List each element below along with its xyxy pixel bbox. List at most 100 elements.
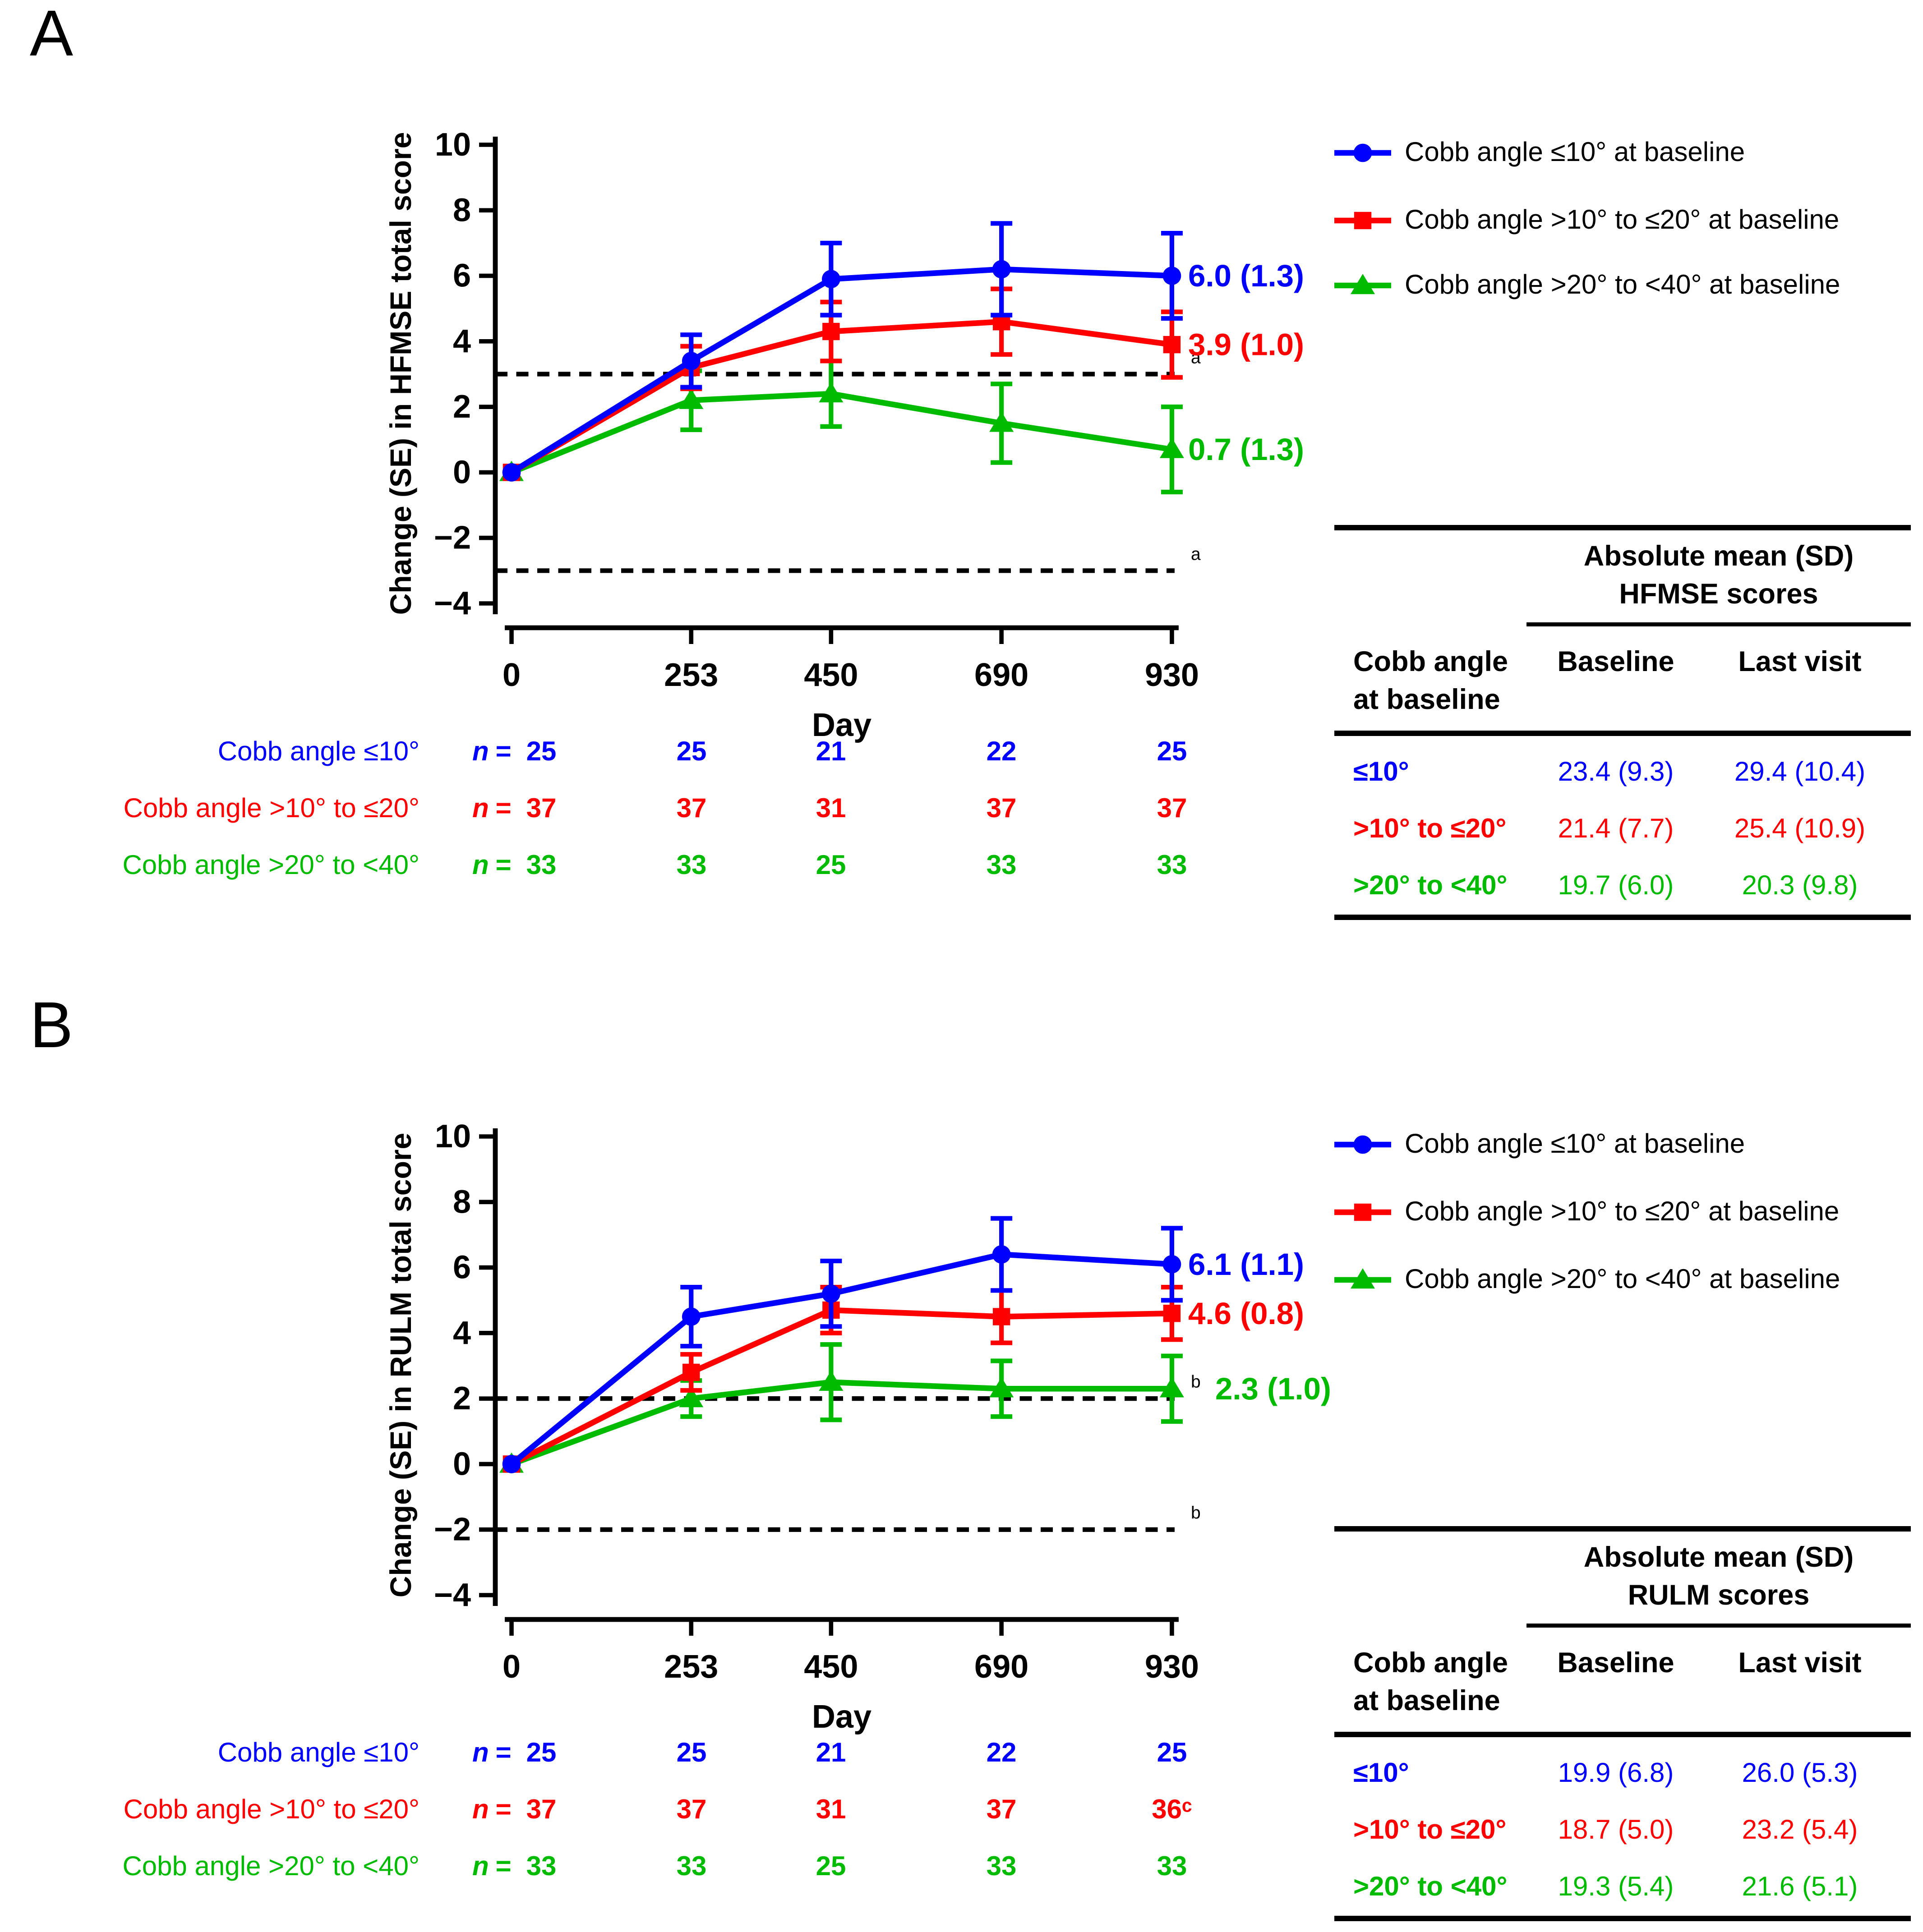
table-cell: 23.4 (9.3) — [1558, 758, 1674, 787]
svg-text:690: 690 — [974, 1649, 1028, 1685]
table-row-label: >10° to ≤20° — [1353, 1816, 1507, 1845]
n-count-row: Cobb angle >10° to ≤20° n = 37 37 31 37 3… — [0, 1793, 1923, 1828]
svg-text:2: 2 — [453, 389, 471, 425]
svg-text:0: 0 — [453, 1446, 471, 1482]
green-triangle-series-icon — [1334, 274, 1391, 294]
svg-text:b: b — [1191, 1504, 1201, 1523]
table-cell: 21.4 (7.7) — [1558, 814, 1674, 844]
n-value: 22 — [986, 737, 1017, 767]
legend-item: Cobb angle >20° to <40° at baseline — [1332, 1262, 1840, 1297]
svg-text:930: 930 — [1145, 1649, 1199, 1685]
table-rule-subtitle — [1526, 1624, 1911, 1628]
n-value: 31 — [816, 1795, 846, 1825]
n-value: 33 — [1157, 1852, 1187, 1882]
legend-item: Cobb angle >20° to <40° at baseline — [1332, 268, 1840, 303]
n-value: 36ᶜ — [1152, 1795, 1192, 1825]
rulm-score-table: Absolute mean (SD) RULM scores Cobb angl… — [1334, 1515, 1911, 1921]
svg-text:0: 0 — [503, 1649, 521, 1685]
table-row-header: at baseline — [1353, 1686, 1500, 1717]
svg-text:8: 8 — [453, 1184, 471, 1220]
table-row-header: Cobb angle — [1353, 647, 1508, 678]
n-value: 37 — [676, 794, 707, 824]
table-cell: 23.2 (5.4) — [1742, 1816, 1858, 1845]
legend-item: Cobb angle ≤10° at baseline — [1332, 135, 1745, 170]
svg-text:−4: −4 — [434, 585, 471, 621]
svg-text:690: 690 — [974, 657, 1028, 693]
table-col-header-lastvisit: Last visit — [1738, 647, 1862, 678]
svg-text:0: 0 — [453, 454, 471, 490]
svg-text:a: a — [1191, 348, 1201, 368]
svg-text:Day: Day — [812, 707, 872, 743]
table-row-label: ≤10° — [1353, 1759, 1409, 1789]
table-cell: 20.3 (9.8) — [1742, 871, 1858, 901]
n-count-row: Cobb angle ≤10° n = 25 25 21 22 25 — [0, 735, 1923, 770]
svg-text:−2: −2 — [434, 520, 471, 556]
table-col-header-baseline: Baseline — [1557, 647, 1674, 678]
legend-label: Cobb angle >10° to ≤20° at baseline — [1405, 1196, 1840, 1227]
svg-text:−4: −4 — [434, 1577, 471, 1613]
svg-text:4: 4 — [453, 323, 471, 359]
panel-b-label: B — [30, 990, 74, 1062]
svg-text:10: 10 — [435, 1118, 471, 1155]
table-rule-subtitle — [1526, 622, 1911, 626]
n-value: 33 — [526, 851, 557, 881]
n-count-row: Cobb angle ≤10° n = 25 25 21 22 25 — [0, 1736, 1923, 1771]
n-row-label: Cobb angle >20° to <40° — [122, 1852, 420, 1882]
svg-text:6: 6 — [453, 258, 471, 294]
n-value: 25 — [816, 1852, 846, 1882]
n-equals: n = — [472, 737, 512, 767]
n-row-label: Cobb angle >20° to <40° — [122, 851, 420, 881]
svg-text:4.6 (0.8): 4.6 (0.8) — [1188, 1296, 1304, 1331]
table-rule-mid — [1334, 731, 1911, 736]
table-title: RULM scores — [1628, 1580, 1810, 1611]
n-value: 21 — [816, 737, 846, 767]
n-count-row: Cobb angle >20° to <40° n = 33 33 25 33 3… — [0, 1849, 1923, 1885]
svg-text:3.9 (1.0): 3.9 (1.0) — [1188, 327, 1304, 362]
table-rule-top — [1334, 1526, 1911, 1532]
table-rule-mid — [1334, 1732, 1911, 1737]
n-value: 37 — [986, 1795, 1017, 1825]
table-title: HFMSE scores — [1619, 579, 1818, 610]
n-value: 33 — [676, 1852, 707, 1882]
n-equals: n = — [472, 1852, 512, 1882]
svg-text:2.3 (1.0): 2.3 (1.0) — [1215, 1371, 1331, 1406]
svg-text:6: 6 — [453, 1250, 471, 1286]
n-value: 33 — [986, 1852, 1017, 1882]
n-value: 25 — [1157, 737, 1187, 767]
svg-text:2: 2 — [453, 1380, 471, 1417]
n-value: 31 — [816, 794, 846, 824]
n-row-label: Cobb angle >10° to ≤20° — [123, 794, 420, 824]
legend-label: Cobb angle ≤10° at baseline — [1405, 137, 1745, 167]
n-value: 37 — [676, 1795, 707, 1825]
n-value: 25 — [816, 851, 846, 881]
n-equals: n = — [472, 794, 512, 824]
table-row-label: >20° to <40° — [1353, 1872, 1508, 1902]
svg-text:6.1 (1.1): 6.1 (1.1) — [1188, 1247, 1304, 1282]
table-row-label: ≤10° — [1353, 758, 1409, 787]
n-value: 33 — [526, 1852, 557, 1882]
n-value: 37 — [1157, 794, 1187, 824]
svg-text:0: 0 — [503, 657, 521, 693]
n-value: 37 — [526, 794, 557, 824]
n-value: 33 — [1157, 851, 1187, 881]
n-value: 25 — [526, 737, 557, 767]
table-rule-bottom — [1334, 915, 1911, 920]
n-value: 25 — [526, 1739, 557, 1768]
n-value: 37 — [526, 1795, 557, 1825]
n-value: 25 — [676, 1739, 707, 1768]
legend-label: Cobb angle >10° to ≤20° at baseline — [1405, 205, 1840, 235]
svg-text:8: 8 — [453, 192, 471, 228]
svg-text:Change (SE) in RULM total scor: Change (SE) in RULM total score — [384, 1133, 417, 1597]
svg-text:10: 10 — [435, 127, 471, 163]
svg-text:253: 253 — [664, 657, 718, 693]
table-cell: 18.7 (5.0) — [1558, 1816, 1674, 1845]
svg-text:Day: Day — [812, 1699, 872, 1735]
n-equals: n = — [472, 851, 512, 881]
svg-text:450: 450 — [804, 1649, 858, 1685]
svg-text:Change (SE) in HFMSE total sco: Change (SE) in HFMSE total score — [384, 132, 417, 615]
table-cell: 25.4 (10.9) — [1734, 814, 1866, 844]
svg-text:0.7 (1.3): 0.7 (1.3) — [1188, 432, 1304, 467]
table-row-header: at baseline — [1353, 685, 1500, 716]
svg-text:450: 450 — [804, 657, 858, 693]
